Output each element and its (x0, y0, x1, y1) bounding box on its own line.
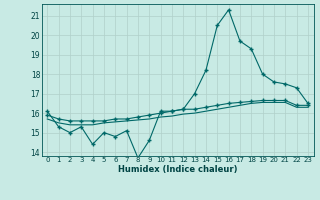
X-axis label: Humidex (Indice chaleur): Humidex (Indice chaleur) (118, 165, 237, 174)
